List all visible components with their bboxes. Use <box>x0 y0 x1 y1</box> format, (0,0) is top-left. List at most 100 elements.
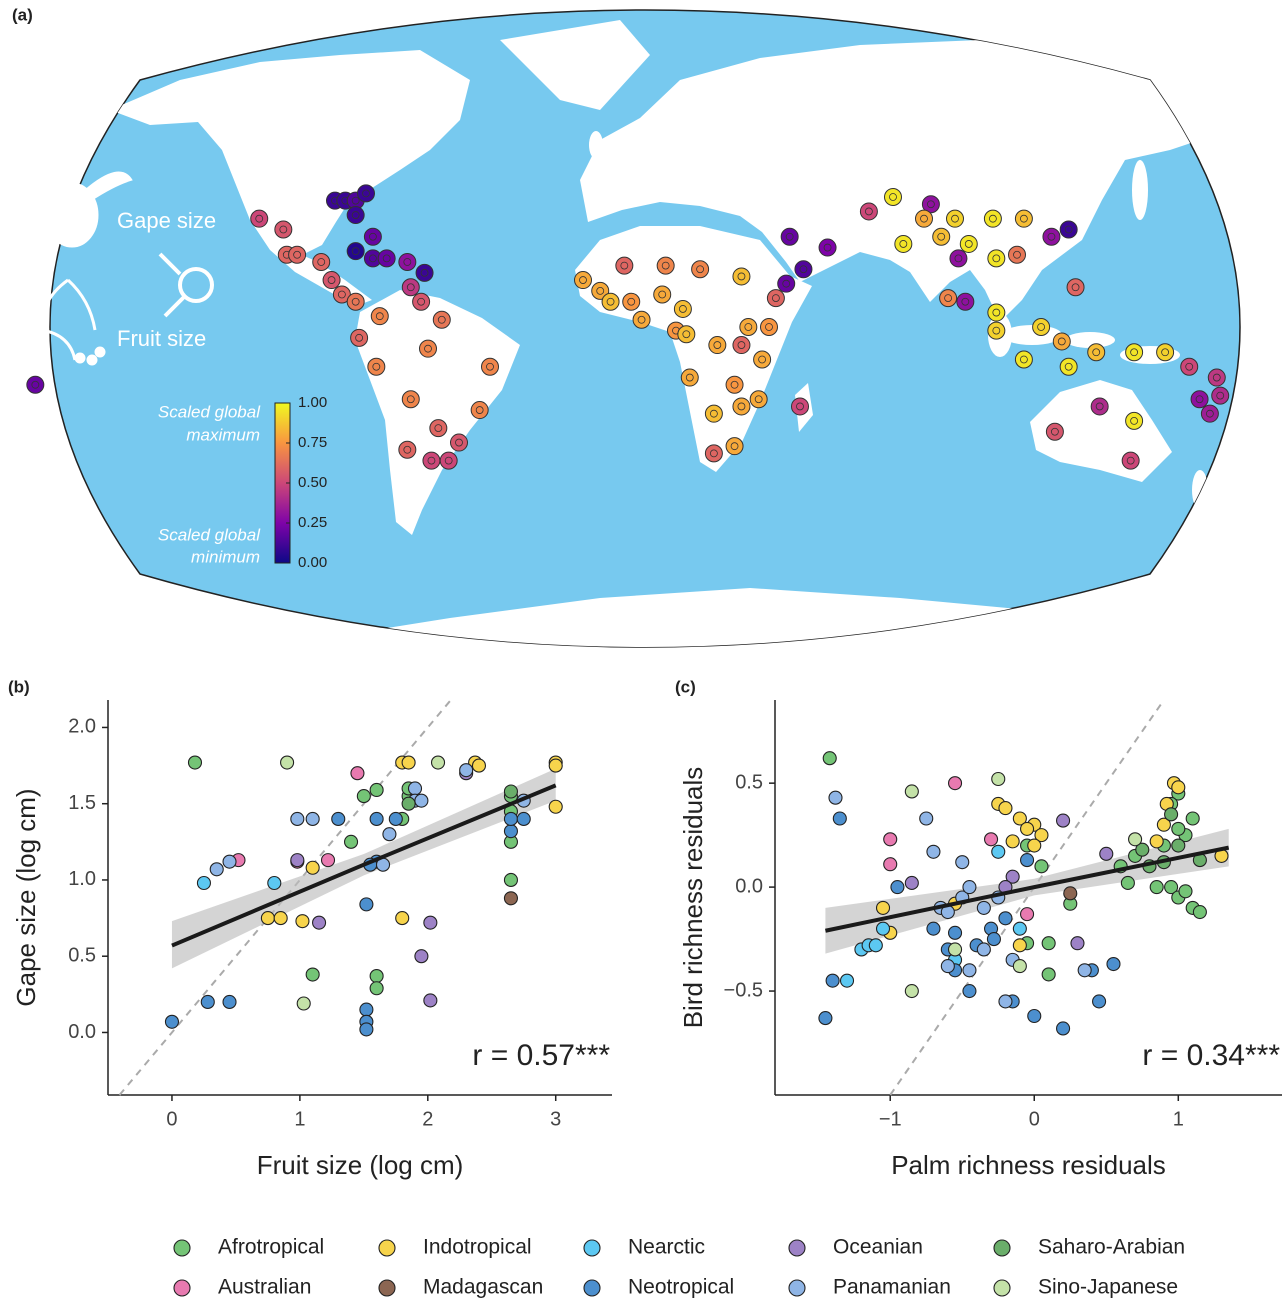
scatter-point <box>1056 813 1071 828</box>
x-tick-label: 0 <box>166 1108 177 1130</box>
scatter-point <box>260 911 275 926</box>
scatter-point <box>822 751 837 766</box>
map-point-core <box>375 312 384 321</box>
x-axis-title: Fruit size (log cm) <box>257 1150 464 1180</box>
x-tick-label: 3 <box>550 1108 561 1130</box>
map-point-core <box>1050 427 1059 436</box>
legend-marker <box>993 1279 1011 1297</box>
annotation: r = 0.34*** <box>1142 1039 1280 1072</box>
map-point-core <box>951 214 959 223</box>
map-point-core <box>771 294 780 303</box>
scatter-point <box>1005 834 1020 849</box>
map-point-core <box>1126 456 1135 465</box>
colorbar-tick-label: 0.50 <box>298 474 327 491</box>
identity-line <box>118 699 452 1096</box>
scatter-point <box>1092 994 1107 1009</box>
map-point-core <box>427 456 436 465</box>
map-point-core <box>1095 402 1104 411</box>
x-tick-label: 1 <box>1173 1108 1184 1130</box>
scatter-point <box>503 824 518 839</box>
map-point-core <box>737 272 746 281</box>
map-point-core <box>337 290 346 299</box>
legend-label: Nearctic <box>628 1236 705 1259</box>
scatter-point <box>962 880 977 895</box>
legend-marker <box>378 1279 396 1297</box>
legend-label: Oceanian <box>833 1236 923 1259</box>
map-point-core <box>730 442 739 451</box>
scatter-point <box>883 832 898 847</box>
panel-label: (b) <box>8 677 30 696</box>
x-tick-label: 2 <box>422 1108 433 1130</box>
scatter-point <box>883 857 898 872</box>
map-point-core <box>796 402 804 411</box>
palm-icon <box>40 278 97 361</box>
scatter-point <box>955 855 970 870</box>
scatter-point <box>1135 842 1150 857</box>
map-point-core <box>899 240 908 248</box>
map-point-core <box>1071 283 1080 292</box>
scatter-point <box>516 811 531 827</box>
map-point-core <box>579 276 587 284</box>
scatter-point <box>1120 875 1135 890</box>
scatter-point <box>296 996 311 1011</box>
scatter-point <box>290 811 305 827</box>
map-panel: (a) Gape size Fruit size Scaled global m… <box>12 5 1241 648</box>
scatter-point <box>984 832 999 847</box>
map-point-core <box>1130 348 1139 357</box>
map-point-core <box>937 232 946 241</box>
scatter-point <box>503 784 518 799</box>
map-point-core <box>403 445 412 454</box>
x-axis-title: Palm richness residuals <box>891 1150 1166 1180</box>
scatter-point <box>407 781 423 796</box>
map-point-core <box>782 279 791 288</box>
legend-label: Panamanian <box>833 1276 951 1299</box>
scatter-point <box>904 875 919 890</box>
annotation: r = 0.57*** <box>472 1039 610 1072</box>
bird-icon <box>45 182 99 248</box>
scatter-point <box>1020 853 1035 868</box>
scatter-point <box>1185 811 1200 826</box>
map-point-core <box>362 189 370 198</box>
scatter-point <box>1041 936 1056 951</box>
scatter-point <box>828 790 843 805</box>
x-tick-label: 0 <box>1029 1108 1040 1130</box>
scatter-point <box>1128 832 1143 847</box>
y-axis-title: Bird richness residuals <box>678 767 708 1029</box>
scatter-point <box>986 932 1001 947</box>
scatter-point <box>280 755 295 770</box>
scatter-point <box>1164 807 1179 822</box>
panel-label: (a) <box>12 5 33 24</box>
identity-line <box>889 699 1165 1096</box>
scatter-point <box>1171 838 1186 853</box>
map-point-core <box>1185 362 1194 371</box>
map-point-core <box>279 225 288 234</box>
map-point-core <box>417 297 426 306</box>
map-point-core <box>606 297 615 306</box>
legend-marker <box>173 1279 191 1297</box>
map-point-core <box>1037 323 1046 331</box>
map-point-core <box>420 268 429 277</box>
scatter-point <box>414 793 429 808</box>
legend-label: Afrotropical <box>218 1236 324 1259</box>
scatter-point <box>947 925 963 940</box>
scatter-point <box>998 911 1013 926</box>
scatter-point <box>503 891 518 906</box>
map-point-core <box>1047 232 1056 241</box>
scatter-point <box>382 827 397 842</box>
scatter-point <box>1034 859 1049 874</box>
scatter-point <box>414 949 429 964</box>
scatter-point <box>320 853 336 868</box>
map-point-core <box>754 395 763 404</box>
scatter-point <box>1020 821 1035 836</box>
map-point-core <box>1212 373 1221 382</box>
scatter-point <box>1012 921 1027 936</box>
map-point-core <box>637 315 646 324</box>
y-tick-label: 0.5 <box>68 944 96 966</box>
colorbar-label: minimum <box>191 547 260 566</box>
scatter-point <box>369 782 384 798</box>
arrow-icon <box>158 252 187 318</box>
legend-marker <box>173 1239 191 1257</box>
scatter-point <box>350 766 365 781</box>
scatter-point <box>305 811 320 827</box>
scatter-point <box>305 860 320 875</box>
